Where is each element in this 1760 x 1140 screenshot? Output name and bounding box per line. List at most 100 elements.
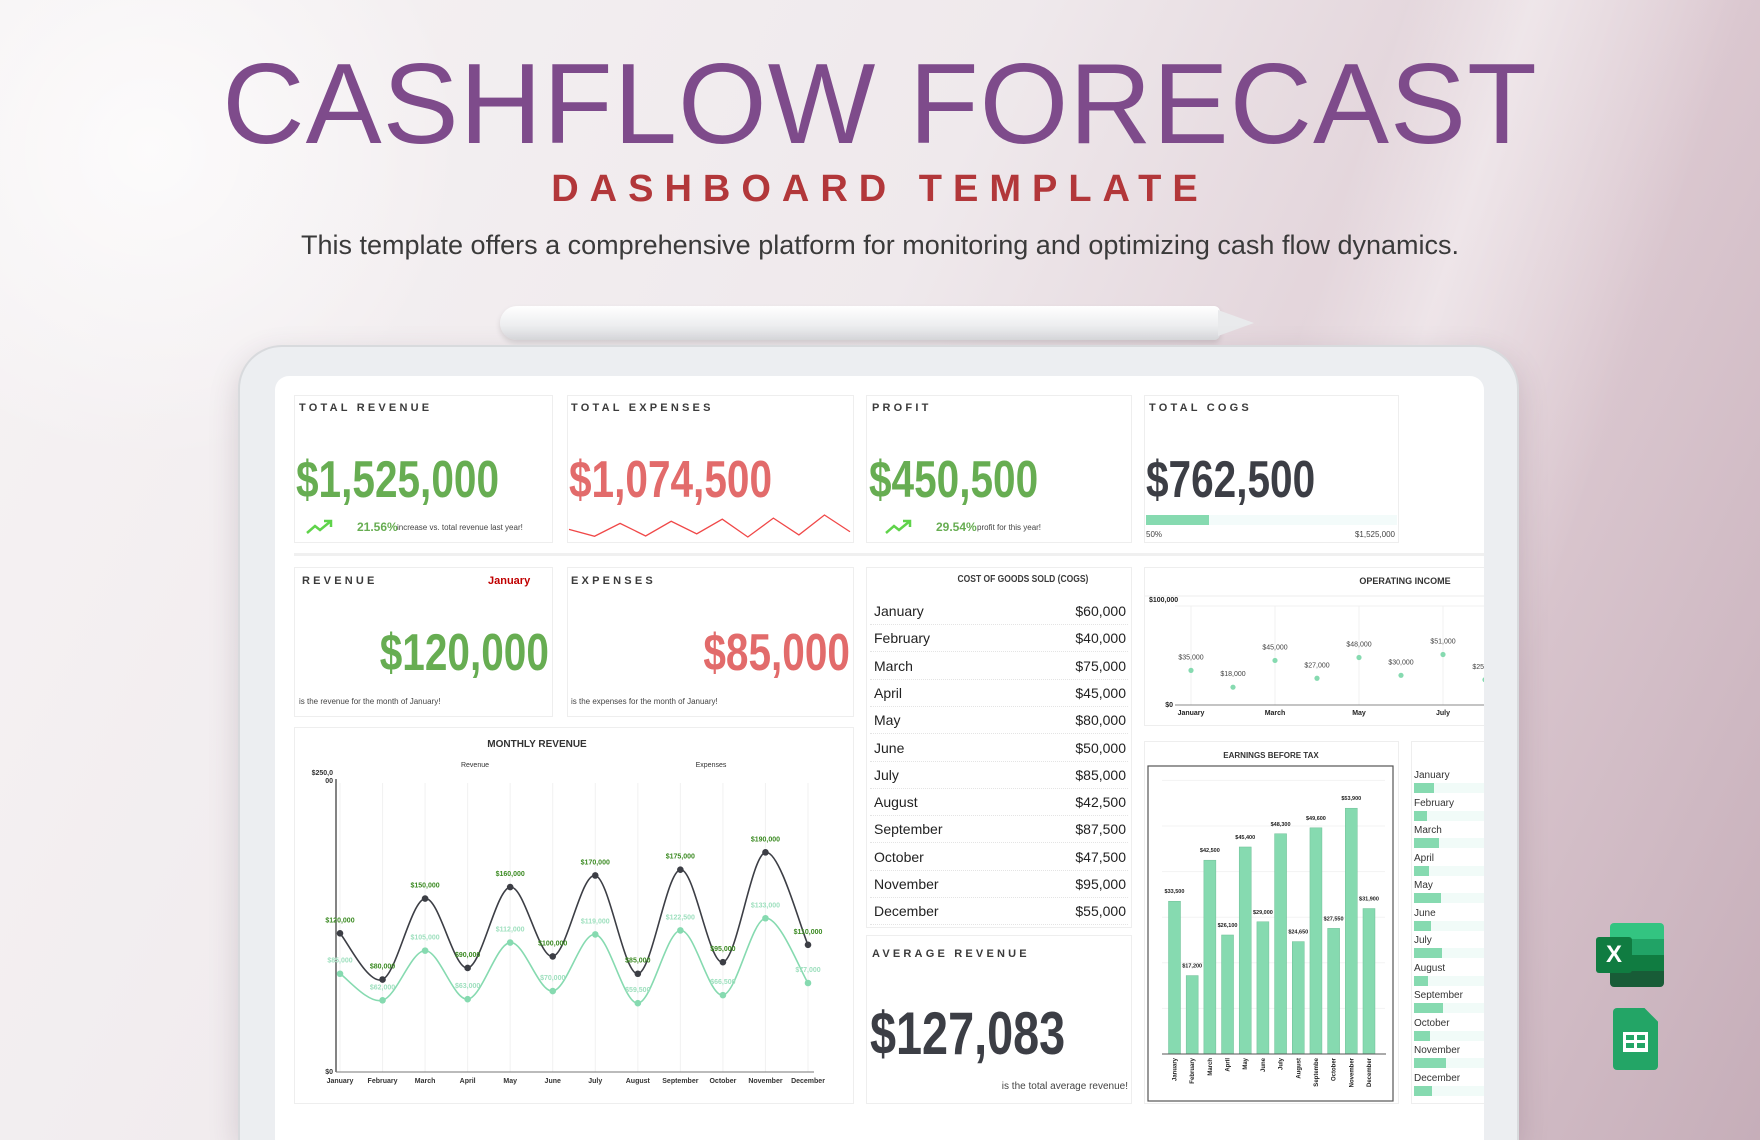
- data-label: $100,000: [538, 940, 567, 947]
- y-tick-label: $0: [325, 1069, 333, 1076]
- data-point: [1356, 654, 1362, 661]
- cogs-progress-fill: [1146, 515, 1209, 525]
- data-label: $175,000: [666, 854, 695, 861]
- cogs-value: $50,000: [1075, 739, 1126, 756]
- data-label: $26,100: [1218, 923, 1238, 929]
- data-point: [379, 976, 386, 983]
- average-revenue-value: $127,083: [870, 1000, 1066, 1067]
- data-label: $59,500: [625, 987, 650, 994]
- data-point: [464, 995, 471, 1003]
- x-tick-label: August: [1296, 1058, 1302, 1079]
- expenses-sparkline: [568, 514, 851, 538]
- chart-title: EARNINGS BEFORE TAX: [1223, 751, 1319, 760]
- data-label: $120,000: [325, 917, 354, 924]
- data-point: [634, 970, 642, 978]
- x-tick-label: July: [1436, 710, 1450, 717]
- bar-list-label: June: [1414, 907, 1436, 919]
- cogs-value: $87,500: [1075, 821, 1126, 838]
- chart-title: MONTHLY REVENUE: [487, 739, 587, 750]
- bar-list-label: April: [1414, 852, 1435, 864]
- data-label: $33,500: [1165, 889, 1185, 895]
- bar: [1221, 934, 1234, 1055]
- monthly-revenue-value: $120,000: [379, 624, 549, 682]
- bar-list-fill: [1414, 865, 1429, 876]
- total-cogs-label: TOTAL COGS: [1149, 402, 1252, 414]
- total-expenses-label: TOTAL EXPENSES: [571, 402, 714, 414]
- bar-list-label: March: [1414, 825, 1442, 836]
- bar-list-fill: [1414, 838, 1439, 848]
- profit-card: [866, 395, 1132, 543]
- x-tick-label: May: [503, 1078, 517, 1085]
- earnings-before-tax-chart: EARNINGS BEFORE TAX $33,500 January $17,200…: [1147, 751, 1394, 1102]
- bar: [1203, 859, 1217, 1055]
- cogs-value: $80,000: [1075, 712, 1126, 729]
- data-label: $112,000: [496, 927, 525, 934]
- bar-list-fill: [1414, 948, 1443, 958]
- monthly-revenue-label: REVENUE: [302, 575, 378, 587]
- cogs-value: $60,000: [1075, 603, 1126, 619]
- bar-list-track: [1414, 893, 1484, 903]
- x-tick-label: March: [415, 1078, 436, 1085]
- data-point: [762, 849, 769, 856]
- data-label: $77,000: [795, 967, 820, 974]
- profit-label: PROFIT: [872, 402, 932, 414]
- bar: [1309, 827, 1323, 1055]
- cogs-table-row: March $75,000: [870, 653, 1128, 680]
- cogs-table-title: COST OF GOODS SOLD (COGS): [957, 574, 1089, 585]
- data-label: $133,000: [751, 902, 780, 909]
- cogs-month: February: [874, 630, 931, 647]
- cogs-value: $75,000: [1075, 657, 1126, 674]
- cogs-value: $55,000: [1075, 903, 1126, 920]
- cogs-month: September: [874, 821, 943, 838]
- data-label: $90,000: [455, 952, 480, 959]
- x-tick-label: January: [327, 1078, 354, 1085]
- y-tick-label: $250,0: [312, 770, 334, 777]
- bar: [1274, 833, 1287, 1055]
- total-revenue-value: $1,525,000: [296, 451, 500, 509]
- data-point: [1230, 684, 1236, 690]
- bar-list-label: May: [1414, 880, 1433, 891]
- profit-note: profit for this year!: [977, 523, 1042, 532]
- y-tick-label: 00: [325, 778, 333, 785]
- bar-list-track: [1414, 975, 1484, 986]
- monthly-revenue-caption: is the revenue for the month of January!: [299, 697, 441, 706]
- operating-income-chart: OPERATING INCOME $100,000 $0 January March Ma…: [1145, 576, 1484, 717]
- average-revenue-card: [866, 935, 1132, 1104]
- bar-list-track: [1414, 810, 1484, 821]
- data-point: [464, 964, 471, 972]
- data-label: $51,000: [1430, 639, 1455, 646]
- bar-list-fill: [1414, 975, 1429, 986]
- bar-list-track: [1414, 865, 1484, 876]
- bar-list-fill: [1414, 1003, 1444, 1013]
- monthly-revenue-chart-card: MONTHLY REVENUE Revenue Expenses January Feb…: [294, 727, 854, 1104]
- selected-month[interactable]: January: [488, 575, 531, 587]
- data-label: $85,000: [625, 958, 650, 965]
- bar-list-track: [1414, 1085, 1484, 1096]
- bar-list-fill: [1414, 1058, 1446, 1068]
- x-tick-label: July: [588, 1078, 602, 1085]
- total-cogs-value: $762,500: [1146, 451, 1316, 509]
- revenue-growth-note: increase vs. total revenue last year!: [397, 523, 523, 532]
- bar: [1185, 975, 1199, 1055]
- excel-icon[interactable]: X: [1596, 923, 1664, 987]
- total-revenue-label: TOTAL REVENUE: [299, 402, 433, 414]
- data-label: $48,300: [1271, 822, 1291, 828]
- data-point: [1398, 672, 1404, 678]
- x-tick-label: February: [368, 1078, 398, 1085]
- cogs-month: April: [874, 684, 903, 701]
- google-sheets-icon[interactable]: [1613, 1008, 1658, 1070]
- page-subtitle: DASHBOARD TEMPLATE: [551, 168, 1209, 210]
- bar-list-track: [1414, 948, 1484, 958]
- profit-value: $450,500: [869, 451, 1039, 509]
- y-tick-label: $0: [1165, 702, 1173, 709]
- revenue-growth-pct: 21.56%: [357, 520, 398, 534]
- section-divider: [294, 553, 1484, 556]
- cogs-value: $45,000: [1075, 684, 1126, 701]
- data-label: $30,000: [1388, 659, 1413, 666]
- data-label: $150,000: [410, 883, 439, 890]
- cogs-progress-pct: 50%: [1146, 530, 1163, 539]
- data-label: $42,500: [1200, 848, 1220, 854]
- data-label: $110,000: [794, 929, 823, 936]
- x-tick-label: December: [791, 1078, 825, 1085]
- data-label: $160,000: [496, 871, 525, 878]
